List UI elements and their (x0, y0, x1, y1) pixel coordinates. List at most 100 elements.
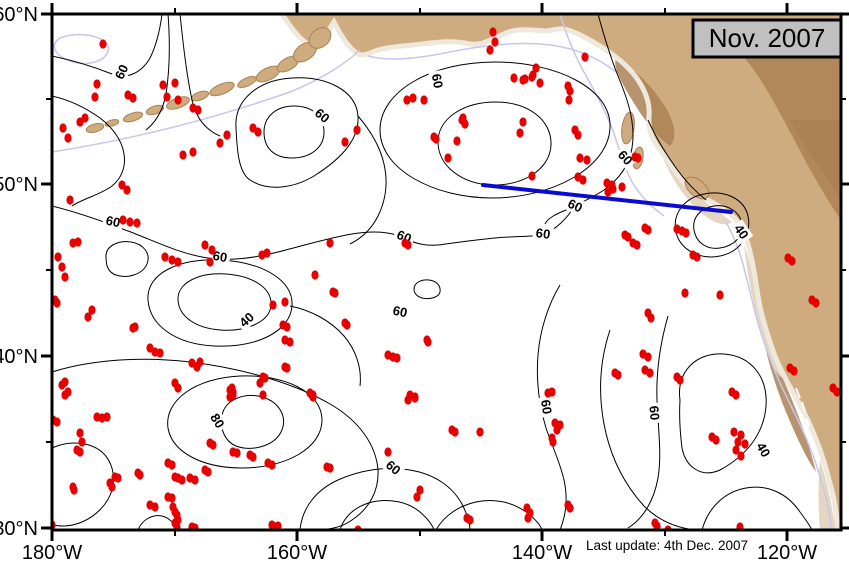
float-dot (331, 288, 339, 298)
y-axis-label: 40°N (0, 346, 38, 368)
float-dot (118, 180, 126, 190)
float-dot (159, 80, 167, 90)
last-update-text: Last update: 4th Dec. 2007 (586, 538, 748, 553)
float-dot (532, 63, 540, 73)
contour-line (179, 15, 221, 137)
contour-label-text: 60 (429, 72, 446, 89)
float-dot (91, 92, 99, 102)
float-dot (458, 115, 466, 125)
island (621, 111, 635, 145)
float-dot (647, 313, 655, 323)
float-dot (529, 70, 537, 80)
float-dot (216, 138, 224, 148)
contour-label-bg (537, 395, 556, 418)
float-dot (579, 175, 587, 185)
float-dot (528, 171, 536, 181)
float-dot (168, 460, 176, 470)
float-dot (737, 430, 745, 440)
terrain-dark-patch (615, 58, 675, 146)
float-dot (409, 93, 417, 103)
float-dot (311, 270, 319, 280)
float-dot (206, 257, 214, 267)
contour-line (167, 375, 323, 469)
y-axis-label: 30°N (0, 518, 38, 540)
float-dot (123, 185, 131, 195)
float-dot (734, 437, 742, 447)
float-dot (420, 95, 428, 105)
land-layer (85, 15, 840, 529)
float-dot (259, 390, 267, 400)
x-axis-label: 160°W (267, 542, 327, 563)
float-dot (174, 257, 182, 267)
contour-label-bg (110, 59, 133, 85)
float-dot (283, 322, 291, 332)
contour-line (53, 95, 125, 207)
contour-label: 60 (309, 103, 335, 128)
float-dot (565, 95, 573, 105)
float-dot (524, 513, 532, 523)
contour-label: 60 (613, 145, 638, 171)
plot-frame (50, 12, 843, 532)
contour-label: 60 (208, 247, 232, 266)
float-dot (341, 137, 349, 147)
ship-track-line (481, 183, 733, 214)
contour-label: 60 (388, 302, 412, 321)
float-dot (108, 482, 116, 492)
float-dot (384, 447, 392, 457)
shelf-outline (559, 15, 665, 217)
float-dot (189, 147, 197, 157)
float-dot (393, 353, 401, 363)
float-dot (84, 312, 92, 322)
float-dot (163, 92, 171, 102)
contour-line (701, 486, 813, 529)
float-dot (88, 305, 96, 315)
float-dot (191, 523, 199, 529)
float-dot (168, 493, 176, 503)
float-dot (136, 470, 144, 480)
float-dot (131, 322, 139, 332)
float-dot (736, 522, 744, 529)
float-dot (103, 412, 111, 422)
contour-label: 60 (562, 194, 588, 217)
float-dot (618, 182, 626, 192)
float-dot (196, 357, 204, 367)
float-dot (161, 252, 169, 262)
float-dot (453, 136, 461, 146)
contour-line (437, 209, 573, 246)
contour-line (379, 61, 611, 199)
contour-label-text: 60 (112, 62, 132, 81)
float-dot (228, 383, 236, 393)
float-dot (491, 37, 499, 47)
float-dots-layer (53, 27, 840, 529)
float-dot (676, 375, 684, 385)
contour-line (263, 105, 325, 159)
float-dot (343, 320, 351, 330)
float-dot (274, 521, 282, 529)
contour-label-text: 60 (104, 213, 121, 231)
float-dot (413, 492, 421, 502)
float-dot (326, 463, 334, 473)
contour-line (137, 515, 177, 529)
coast-fringe (279, 15, 840, 529)
island (85, 122, 105, 134)
float-dot (486, 45, 494, 55)
float-dot (64, 133, 72, 143)
float-dot (53, 298, 61, 308)
contour-label-text: 60 (383, 457, 404, 478)
y-axis-label: 50°N (0, 174, 38, 196)
float-dot (451, 427, 459, 437)
contour-line (105, 241, 149, 277)
contour-label-bg (388, 302, 412, 321)
float-dot (510, 73, 518, 83)
float-dot (61, 377, 69, 387)
island (122, 111, 144, 123)
float-dot (404, 395, 412, 405)
float-dot (119, 215, 127, 225)
float-dot (99, 39, 107, 49)
float-dot (233, 448, 241, 458)
shelf-outline (725, 221, 832, 529)
float-dot (614, 370, 622, 380)
contour-line (413, 279, 441, 300)
float-dot (201, 240, 209, 250)
